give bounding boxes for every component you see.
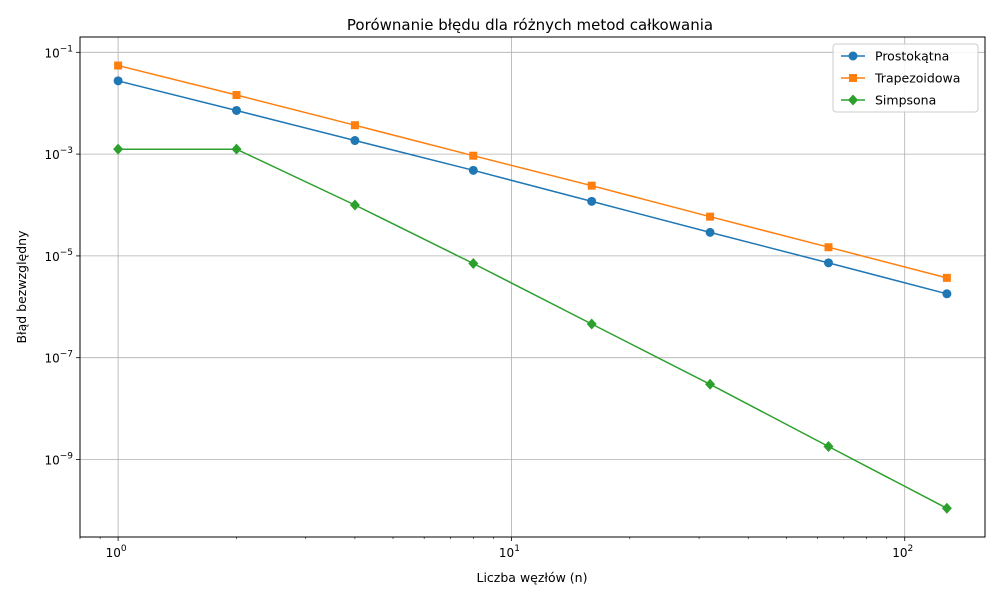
series-line [117,80,948,295]
x-axis-label: Liczba węzłów (n) [477,570,588,585]
y-tick-label: 10−7 [44,350,73,366]
y-tick-label: 10−1 [44,44,73,60]
series-line [118,148,948,509]
legend-marker [848,51,858,61]
data-point [824,243,833,252]
data-point [231,143,242,155]
data-point [587,196,597,206]
y-tick-label: 10−9 [44,451,73,467]
data-point [587,181,596,190]
series-layer [113,61,952,514]
x-tick-label: 101 [499,544,520,560]
data-point [942,289,952,299]
data-point [114,61,123,70]
series-line [117,64,948,279]
y-tick-label: 10−3 [44,146,73,162]
plot-frame [79,36,986,538]
legend-label: Trapezoidowa [874,71,960,86]
data-point [350,136,360,146]
legend: Prostokątna Trapezoidowa Simpsona [832,43,979,113]
data-point [469,151,478,160]
data-point [232,105,242,115]
data-point [350,121,359,130]
x-tick-label: 102 [892,544,913,560]
legend-label: Prostokątna [875,49,949,64]
data-point [942,273,951,282]
grid [80,37,985,537]
data-point [113,76,123,86]
y-axis-label: Błąd bezwzględny [14,230,29,344]
legend-box [832,43,979,113]
data-point [706,212,715,221]
data-point [468,165,478,175]
data-point [586,318,597,330]
chart-title: Porównanie błędu dla różnych metod całko… [347,16,713,34]
legend-marker [848,94,858,106]
data-point [232,91,241,100]
data-point [941,502,952,514]
x-tick-label: 100 [106,544,127,560]
legend-label: Simpsona [875,93,936,108]
data-point [705,378,716,390]
data-point [705,227,715,237]
data-point [468,257,479,269]
ticks: 100 101 102 10−9 10−7 10−5 10−3 10−1 [44,44,913,560]
legend-marker [849,74,857,82]
data-point [823,440,834,452]
y-tick-label: 10−5 [44,248,73,264]
data-point [113,143,124,155]
data-point [823,258,833,268]
data-point [349,199,360,211]
